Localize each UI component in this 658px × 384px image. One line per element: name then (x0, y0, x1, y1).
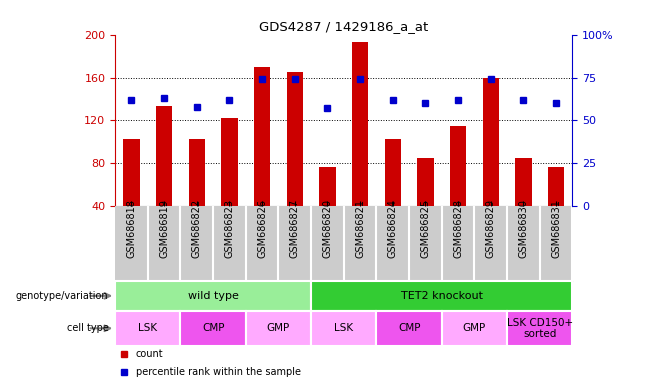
Bar (189, 139, 205, 206)
Bar (246, 311, 311, 346)
Bar (515, 158, 532, 206)
Text: count: count (136, 349, 163, 359)
Bar (287, 72, 303, 206)
Bar (376, 311, 442, 346)
Bar (311, 281, 572, 311)
Bar (507, 311, 572, 346)
Text: GMP: GMP (267, 323, 290, 333)
Text: CMP: CMP (398, 323, 420, 333)
Text: cell type: cell type (66, 323, 109, 333)
Bar (319, 167, 336, 206)
Bar (548, 167, 565, 206)
Text: LSK: LSK (138, 323, 157, 333)
Text: percentile rank within the sample: percentile rank within the sample (136, 366, 301, 377)
Text: LSK: LSK (334, 323, 353, 333)
Bar (115, 281, 311, 311)
Bar (123, 139, 139, 206)
Text: wild type: wild type (188, 291, 239, 301)
Bar (417, 158, 434, 206)
Bar (311, 311, 376, 346)
Bar (442, 311, 507, 346)
Bar (482, 78, 499, 206)
Text: genotype/variation: genotype/variation (16, 291, 109, 301)
Text: GMP: GMP (463, 323, 486, 333)
Bar (180, 311, 246, 346)
Bar (352, 42, 368, 206)
Bar (221, 118, 238, 206)
Text: TET2 knockout: TET2 knockout (401, 291, 483, 301)
Bar (385, 139, 401, 206)
Bar (115, 311, 180, 346)
Bar (254, 67, 270, 206)
Text: LSK CD150+
sorted: LSK CD150+ sorted (507, 318, 573, 339)
Title: GDS4287 / 1429186_a_at: GDS4287 / 1429186_a_at (259, 20, 428, 33)
Bar (450, 126, 467, 206)
Text: CMP: CMP (202, 323, 224, 333)
Bar (156, 106, 172, 206)
